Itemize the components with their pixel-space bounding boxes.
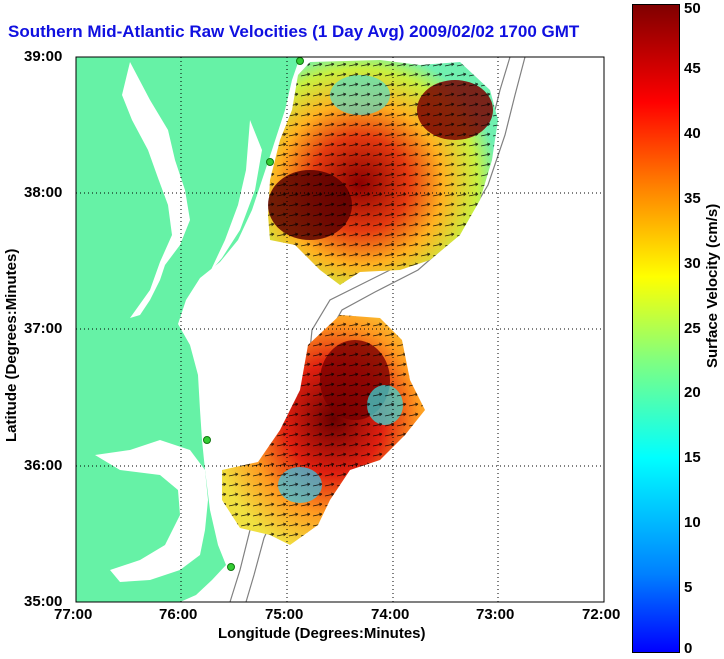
y-tick-label: 38:00 — [24, 184, 63, 201]
bay-east — [210, 120, 262, 272]
y-tick-label: 39:00 — [24, 48, 63, 65]
south-current-field — [222, 315, 425, 545]
colorbar-tick-label: 5 — [684, 579, 693, 597]
colorbar-tick-label: 40 — [684, 124, 701, 142]
colorbar-tick-label: 30 — [684, 254, 701, 272]
x-tick-label: 77:00 — [54, 606, 93, 623]
bay — [122, 62, 190, 318]
north-current-field — [268, 60, 498, 285]
colorbar-tick-label: 0 — [684, 640, 693, 657]
colorbar-tick-label: 50 — [684, 0, 701, 17]
x-tick-label: 74:00 — [371, 606, 410, 623]
colorbar-tick-label: 20 — [684, 384, 701, 402]
station-marker — [203, 436, 211, 444]
x-tick-label: 73:00 — [476, 606, 515, 623]
colorbar-tick-label: 45 — [684, 59, 701, 77]
station-marker — [296, 57, 304, 65]
x-tick-label: 72:00 — [582, 606, 621, 623]
y-tick-label: 35:00 — [24, 593, 63, 610]
station-marker — [266, 158, 274, 166]
colorbar-label: Surface Velocity (cm/s) — [704, 203, 721, 368]
y-tick-label: 37:00 — [24, 320, 63, 337]
x-tick-label: 76:00 — [159, 606, 198, 623]
station-marker — [227, 563, 235, 571]
colorbar — [632, 4, 680, 653]
y-axis-label: Latitude (Degrees:Minutes) — [3, 248, 20, 442]
x-axis-label: Longitude (Degrees:Minutes) — [218, 625, 426, 642]
colorbar-tick-label: 15 — [684, 449, 701, 467]
y-tick-label: 36:00 — [24, 457, 63, 474]
sound — [95, 440, 208, 582]
colorbar-tick-label: 25 — [684, 319, 701, 337]
grid-lines — [76, 57, 604, 602]
map-title: Southern Mid-Atlantic Raw Velocities (1 … — [8, 22, 580, 41]
colorbar-tick-label: 35 — [684, 189, 701, 207]
x-tick-label: 75:00 — [265, 606, 304, 623]
colorbar-tick-label: 10 — [684, 514, 701, 532]
